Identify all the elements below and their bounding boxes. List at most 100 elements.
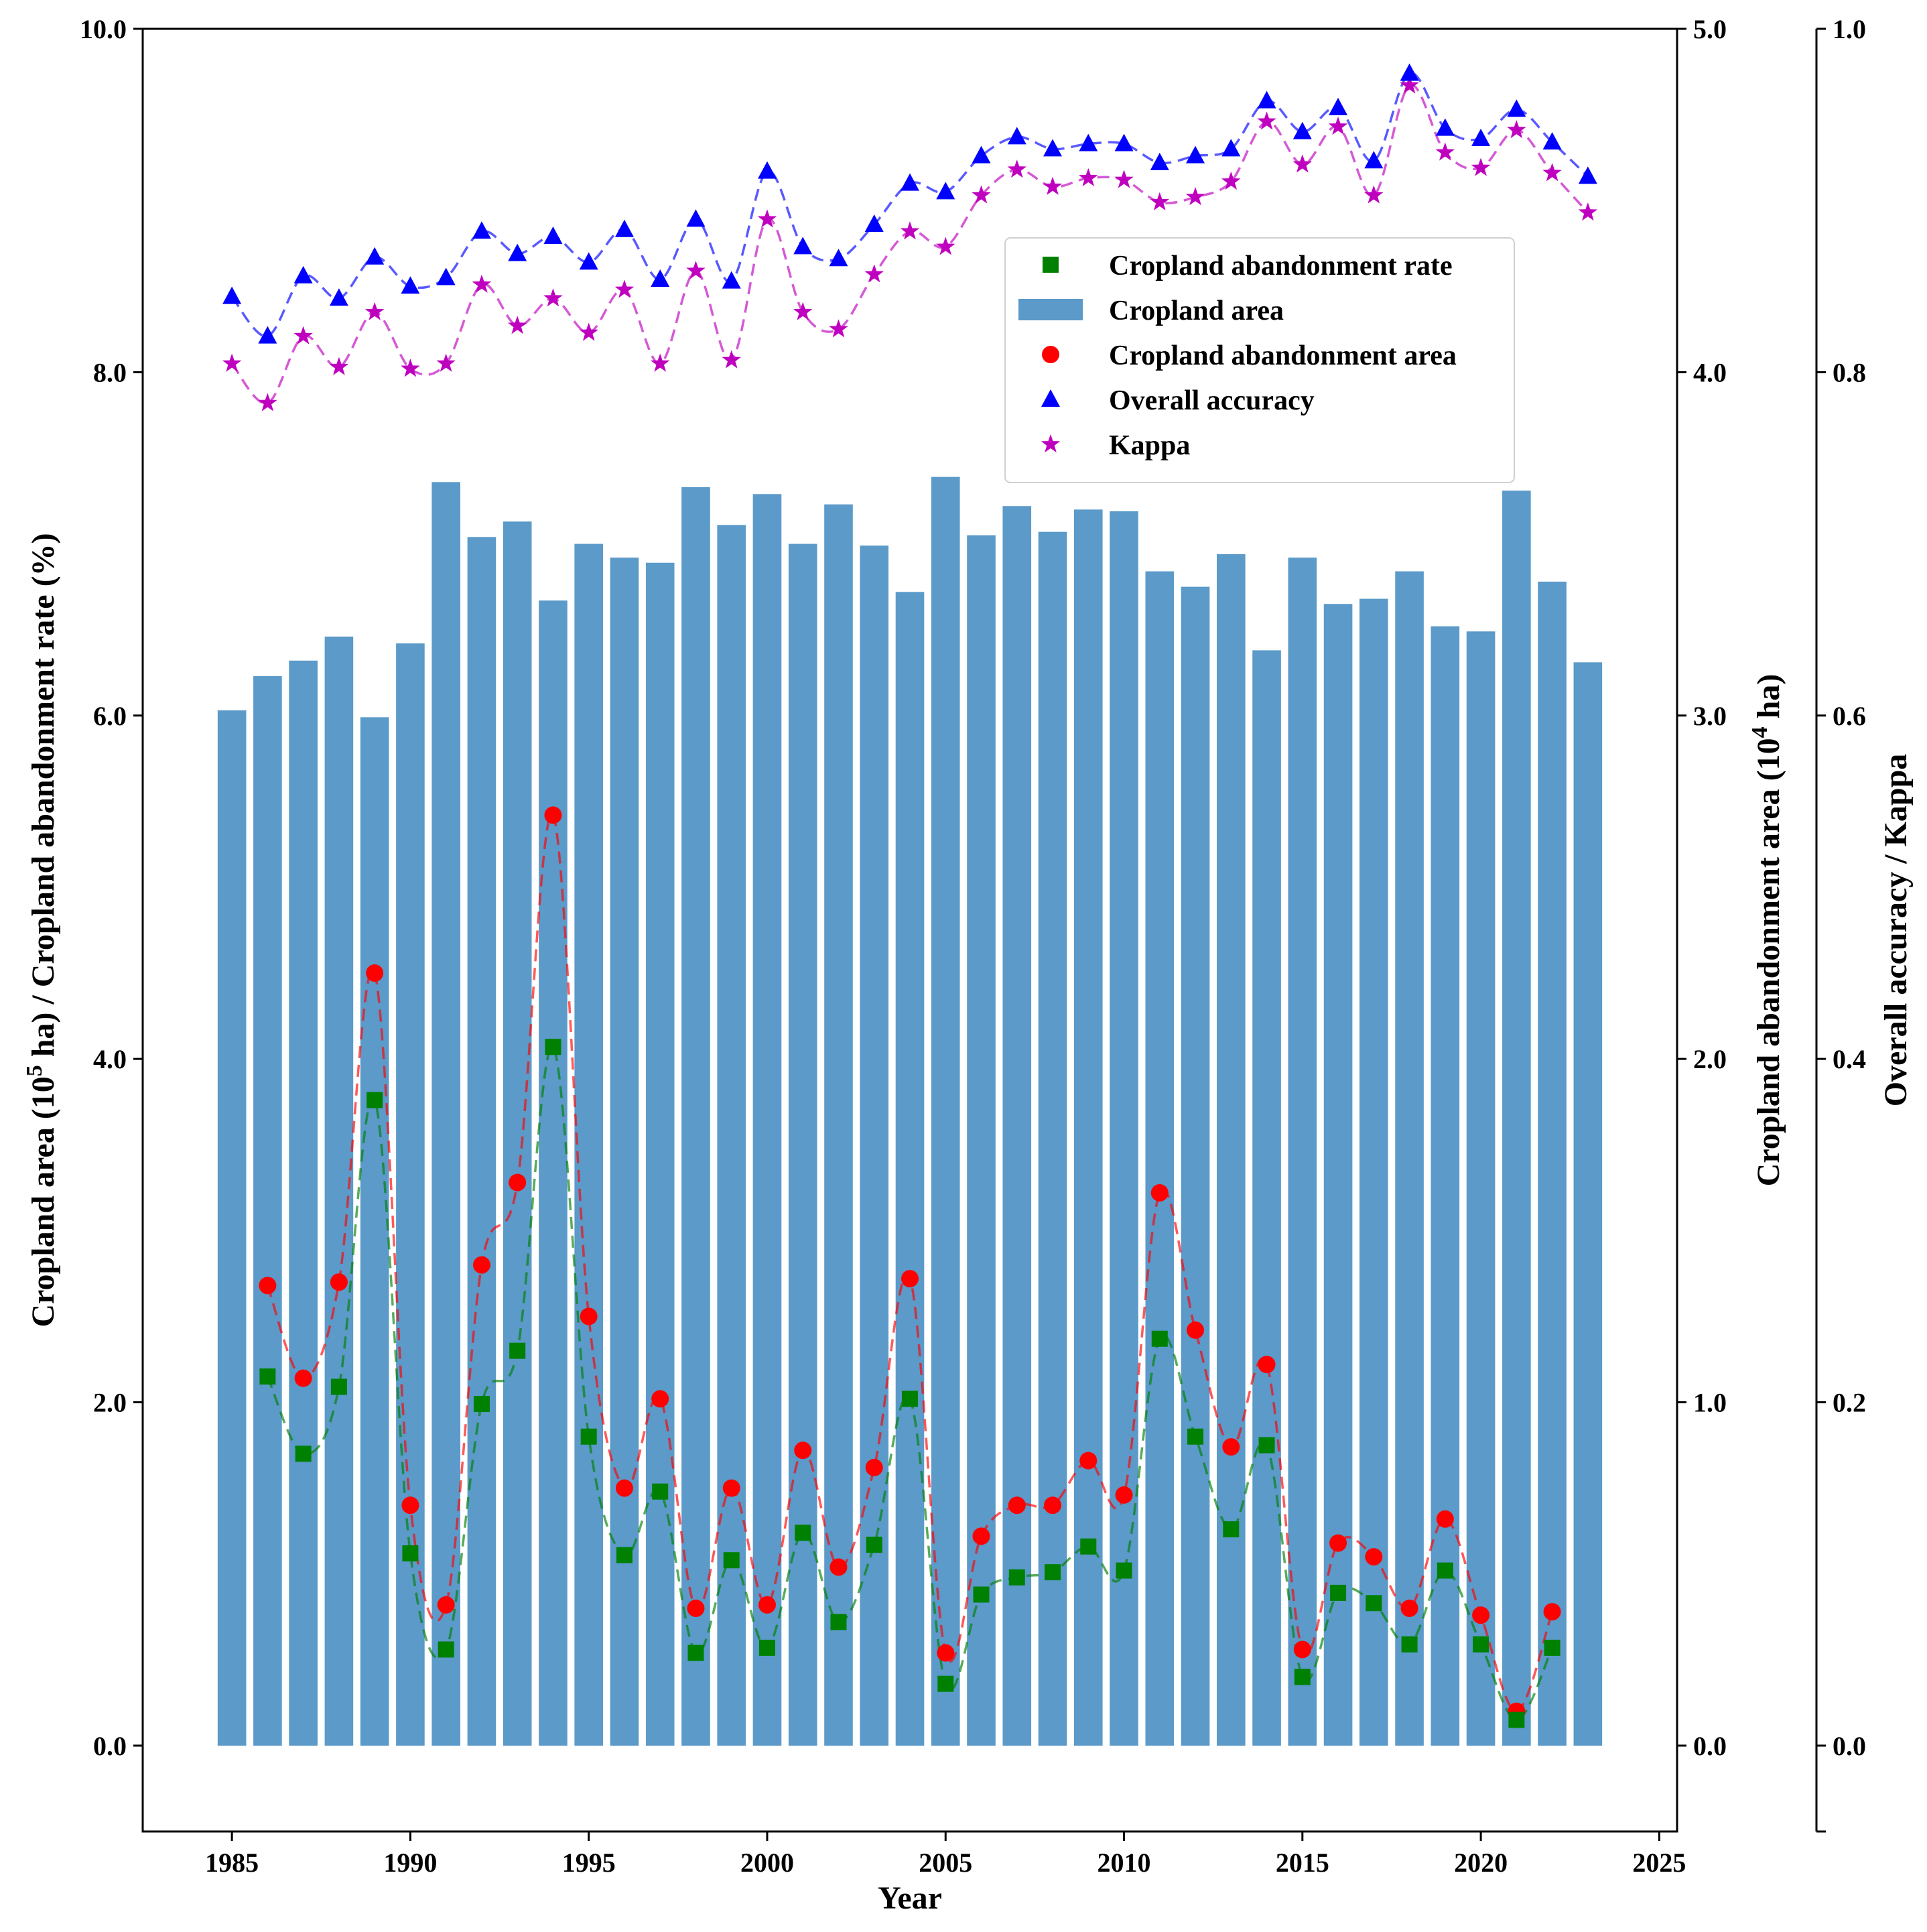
left-tick-label-0.0: 0.0 [93,1731,127,1761]
overall-accuracy-point-2015 [1292,121,1312,139]
left-tick-label-2.0: 2.0 [93,1388,127,1418]
legend: Cropland abandonment rate Cropland area Cr… [1004,237,1515,483]
cropland-area-bar-1985 [217,710,247,1746]
kappa-point-2003 [864,264,884,283]
left-tick-label-4.0: 4.0 [93,1044,127,1074]
kappa-line [230,84,1589,405]
overall-accuracy-point-1989 [365,247,385,265]
abandonment-area-point-2018 [1400,1599,1418,1617]
kappa-point-1989 [364,302,385,320]
abandonment-rate-point-2001 [795,1525,811,1541]
right1-tick-label-5.0: 5.0 [1693,14,1727,44]
overall-accuracy-point-1985 [222,286,242,304]
abandonment-rate-point-2022 [1544,1639,1560,1656]
cropland-area-bar-1989 [360,717,389,1746]
abandonment-area-point-2010 [1115,1486,1133,1504]
right1-tick-label-4.0: 4.0 [1693,357,1727,387]
cropland-area-bar-1995 [574,543,603,1746]
kappa-point-2016 [1328,117,1348,135]
abandonment-rate-point-2015 [1294,1669,1311,1685]
abandonment-area-point-2011 [1150,1183,1169,1202]
overall-accuracy-point-2018 [1400,63,1419,81]
abandonment-rate-point-2017 [1366,1595,1382,1612]
legend-label: Cropland abandonment rate [1109,251,1453,281]
overall-accuracy-point-1999 [722,271,741,289]
overall-accuracy-point-2012 [1186,145,1205,164]
x-tick-label-2005: 2005 [919,1848,972,1878]
overall-accuracy-point-2023 [1578,166,1597,184]
cropland-area-bar-2010 [1110,511,1138,1746]
cropland-area-bar-2015 [1288,558,1317,1746]
cropland-area-bar-2018 [1395,571,1424,1746]
abandonment-rate-point-2002 [830,1614,847,1630]
kappa-point-2014 [1257,111,1276,130]
abandonment-rate-point-1986 [259,1368,276,1385]
overall-accuracy-point-1990 [401,276,420,294]
abandonment-area-point-2014 [1258,1356,1276,1374]
kappa-point-2006 [972,185,991,204]
x-tick-label-2025: 2025 [1632,1848,1686,1878]
abandonment-area-point-1989 [366,964,384,982]
overall-accuracy-point-1991 [436,267,456,285]
kappa-point-1996 [614,279,635,298]
kappa-point-2022 [1542,163,1562,182]
abandonment-rate-point-1995 [580,1428,597,1445]
abandonment-area-point-2022 [1543,1603,1561,1621]
cropland-area-bar-2012 [1181,586,1210,1746]
abandonment-rate-point-2013 [1223,1521,1240,1538]
legend-box [1004,237,1515,483]
kappa-point-1992 [472,274,492,293]
cropland-area-bar-2006 [967,535,996,1746]
abandonment-area-point-2020 [1472,1606,1490,1624]
right1-tick-label-1.0: 1.0 [1693,1388,1727,1418]
x-tick-label-2000: 2000 [740,1848,794,1878]
overall-accuracy-point-2022 [1542,132,1562,150]
overall-accuracy-point-2004 [901,173,919,191]
left-tick-label-8.0: 8.0 [93,357,127,387]
data-markers [222,63,1598,1728]
legend-entry-1: Cropland area [1018,296,1284,326]
kappa-point-2020 [1471,157,1491,176]
kappa-point-1998 [686,261,706,279]
abandonment-area-point-1994 [544,806,562,824]
overall-accuracy-point-2019 [1435,118,1455,136]
abandonment-rate-point-1990 [402,1545,419,1561]
abandonment-rate-point-2018 [1401,1636,1418,1653]
legend-label: Overall accuracy [1109,385,1315,416]
abandonment-area-point-1999 [722,1479,740,1497]
abandonment-rate-point-2020 [1473,1636,1489,1653]
plot-frame [141,27,1678,1833]
abandonment-area-point-2017 [1365,1548,1383,1566]
right1-tick-label-2.0: 2.0 [1693,1044,1727,1074]
overall-accuracy-point-2009 [1079,133,1098,151]
right2-tick-label-0.4: 0.4 [1833,1044,1866,1074]
right2-tick-label-0.0: 0.0 [1833,1731,1866,1761]
abandonment-rate-point-2014 [1258,1437,1275,1454]
cropland-area-bar-2005 [931,476,960,1746]
cropland-area-bar-1994 [539,600,568,1746]
cropland-area-bar-1988 [324,636,354,1746]
cropland-area-bar-2004 [895,592,925,1746]
overall-accuracy-point-1986 [258,326,277,344]
abandonment-area-point-1997 [651,1390,669,1408]
kappa-point-1999 [722,350,741,369]
cropland-area-bar-2016 [1323,604,1353,1746]
x-axis-label: Year [878,1880,942,1916]
overall-accuracy-point-1992 [472,221,491,239]
cropland-area-bar-1997 [645,562,675,1746]
kappa-point-1987 [293,326,313,344]
abandonment-area-point-2015 [1293,1640,1311,1659]
overall-accuracy-point-2000 [757,161,777,179]
abandonment-area-point-2006 [972,1527,990,1545]
overall-accuracy-point-2005 [936,182,955,200]
kappa-point-2015 [1292,154,1313,173]
abandonment-area-point-2004 [901,1270,919,1288]
cropland-area-bar-1999 [717,525,746,1746]
overall-accuracy-point-1996 [614,219,634,237]
legend-swatch-star [1041,434,1061,453]
cropland-area-bar-1987 [289,660,318,1746]
x-tick-label-2015: 2015 [1276,1848,1329,1878]
abandonment-rate-point-1993 [509,1342,526,1359]
kappa-point-1997 [650,353,670,372]
